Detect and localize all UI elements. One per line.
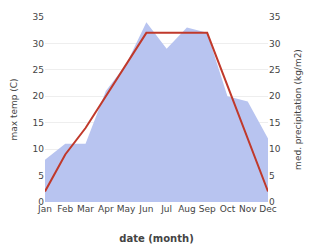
svg-text:20: 20 xyxy=(269,91,281,101)
svg-text:Apr: Apr xyxy=(98,204,114,214)
svg-text:Sep: Sep xyxy=(199,204,216,214)
svg-text:25: 25 xyxy=(33,65,44,75)
svg-text:Jul: Jul xyxy=(160,204,172,214)
svg-text:10: 10 xyxy=(269,144,281,154)
svg-text:med. precipitation (kg/m2): med. precipitation (kg/m2) xyxy=(293,49,303,170)
svg-text:20: 20 xyxy=(33,91,45,101)
svg-text:Nov: Nov xyxy=(239,204,257,214)
svg-text:Feb: Feb xyxy=(57,204,73,214)
svg-text:15: 15 xyxy=(33,118,44,128)
svg-text:Aug: Aug xyxy=(178,204,196,214)
svg-text:0: 0 xyxy=(38,197,44,207)
svg-text:35: 35 xyxy=(33,12,44,22)
svg-text:Dec: Dec xyxy=(259,204,276,214)
svg-text:date (month): date (month) xyxy=(119,233,193,244)
svg-text:Jan: Jan xyxy=(37,204,52,214)
svg-text:15: 15 xyxy=(269,118,280,128)
svg-text:30: 30 xyxy=(33,39,45,49)
svg-text:Oct: Oct xyxy=(220,204,236,214)
svg-text:May: May xyxy=(117,204,136,214)
svg-text:0: 0 xyxy=(269,197,275,207)
svg-text:max temp (C): max temp (C) xyxy=(9,78,19,140)
svg-text:5: 5 xyxy=(269,171,275,181)
svg-text:35: 35 xyxy=(269,12,280,22)
svg-text:30: 30 xyxy=(269,39,281,49)
svg-text:Jun: Jun xyxy=(138,204,153,214)
svg-text:Mar: Mar xyxy=(77,204,94,214)
svg-text:25: 25 xyxy=(269,65,280,75)
svg-text:10: 10 xyxy=(33,144,45,154)
svg-text:5: 5 xyxy=(38,171,44,181)
